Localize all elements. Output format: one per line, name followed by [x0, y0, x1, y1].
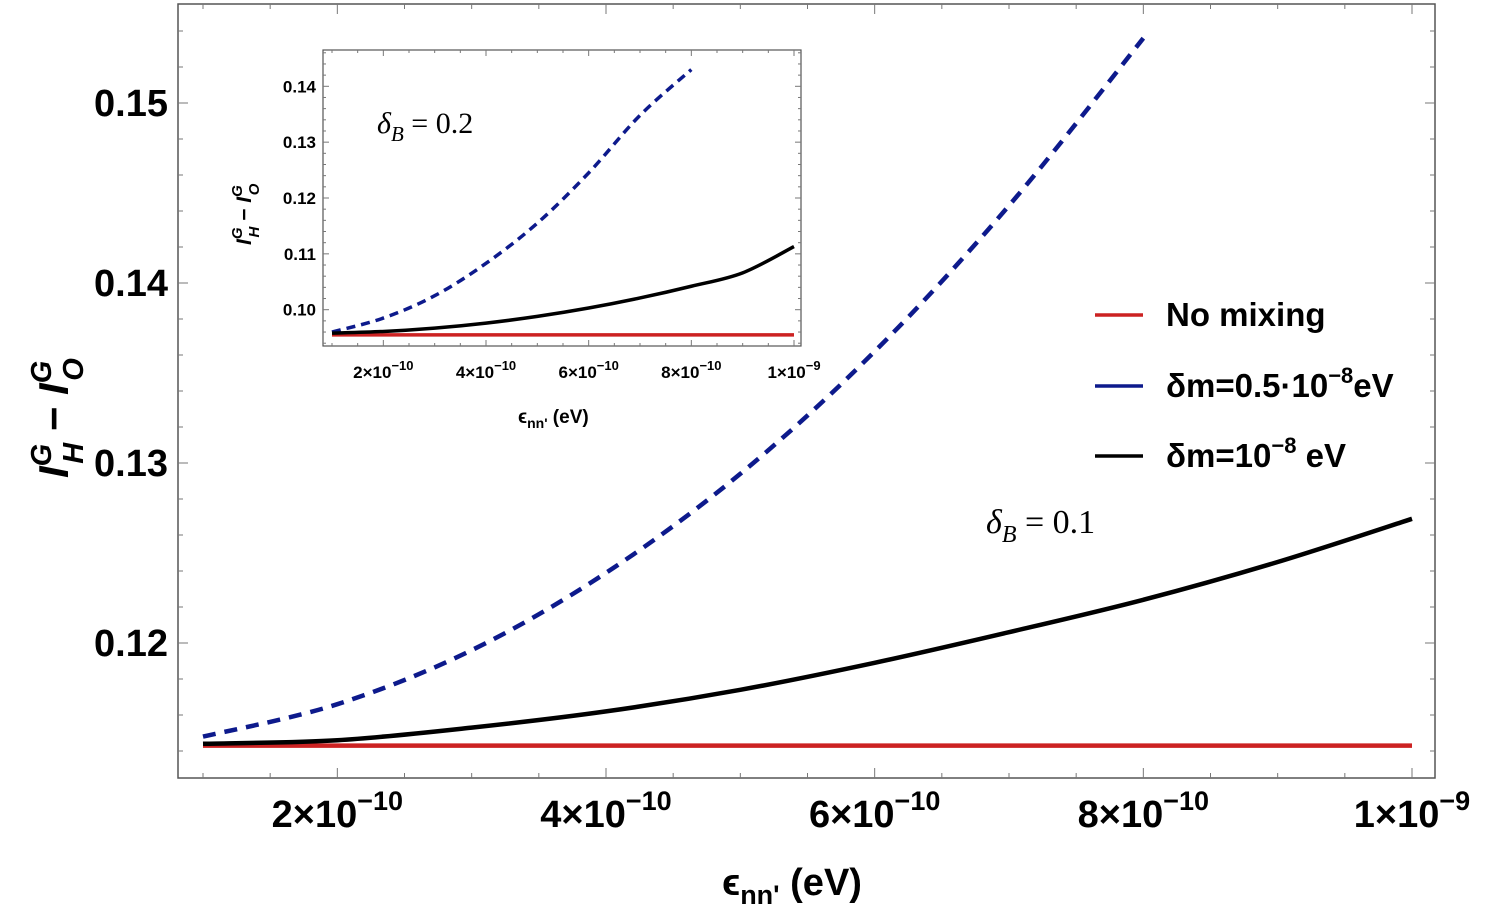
y-tick-label: 0.11 — [284, 245, 316, 264]
y-tick-label: 0.14 — [283, 77, 317, 96]
inset-x-axis-label: ϵnn' (eV) — [518, 407, 589, 431]
main-y-tick-labels: 0.12 0.13 0.14 0.15 — [94, 83, 168, 665]
main-plot: 0.12 0.13 0.14 0.15 2×10−10 4×10−10 6×10−10 8×… — [26, 3, 1471, 910]
series-line--m-10-8-ev — [202, 516, 1413, 747]
y-tick-label: 0.12 — [94, 623, 168, 665]
inset-x-tick-labels: 2×10−10 4×10−10 6×10−10 8×10−10 1×10−9 — [353, 358, 820, 382]
x-tick-label: 1×10−9 — [767, 358, 820, 382]
main-x-axis-label: ϵnn' (eV) — [722, 862, 862, 910]
y-tick-label: 0.10 — [283, 301, 316, 320]
x-tick-label: 8×10−10 — [661, 358, 721, 382]
y-tick-label: 0.13 — [283, 133, 316, 152]
inset-series-group — [331, 68, 795, 337]
x-tick-label: 8×10−10 — [1078, 786, 1209, 836]
main-annotation: δB = 0.1 — [986, 504, 1095, 548]
series-line--m-0-5-10-8-ev — [331, 68, 693, 334]
main-tick-marks — [178, 4, 1435, 778]
inset-y-tick-labels: 0.10 0.11 0.12 0.13 0.14 — [283, 77, 317, 319]
inset-plot: 0.10 0.11 0.12 0.13 0.14 2×10−10 4×10−10 6×10−… — [229, 49, 821, 431]
legend: No mixing δm=0.5·10−8eV δm=10−8 eV — [1095, 296, 1394, 474]
x-tick-label: 6×10−10 — [558, 358, 618, 382]
x-tick-label: 2×10−10 — [353, 358, 413, 382]
legend-label: δm=10−8 eV — [1166, 433, 1346, 474]
x-tick-label: 1×10−9 — [1354, 786, 1470, 836]
y-tick-label: 0.14 — [94, 263, 168, 305]
inset-annotation: δB = 0.2 — [377, 107, 473, 146]
y-tick-label: 0.15 — [94, 83, 168, 125]
main-series-group — [202, 36, 1413, 748]
x-tick-label: 4×10−10 — [540, 786, 671, 836]
inset-y-axis-label: IGH − IGO — [229, 183, 263, 245]
legend-label: δm=0.5·10−8eV — [1166, 363, 1394, 404]
main-y-axis-label: IGH − IGO — [26, 358, 90, 478]
main-x-tick-labels: 2×10−10 4×10−10 6×10−10 8×10−10 1×10−9 — [272, 786, 1471, 836]
series-line--m-0-5-10-8-ev — [202, 36, 1146, 739]
legend-label: No mixing — [1166, 296, 1326, 333]
x-tick-label: 2×10−10 — [272, 786, 403, 836]
inset-tick-marks — [323, 50, 801, 346]
x-tick-label: 6×10−10 — [809, 786, 940, 836]
series-line--m-10-8-ev — [331, 245, 795, 335]
y-tick-label: 0.12 — [283, 189, 316, 208]
y-tick-label: 0.13 — [94, 443, 168, 485]
x-tick-label: 4×10−10 — [456, 358, 516, 382]
